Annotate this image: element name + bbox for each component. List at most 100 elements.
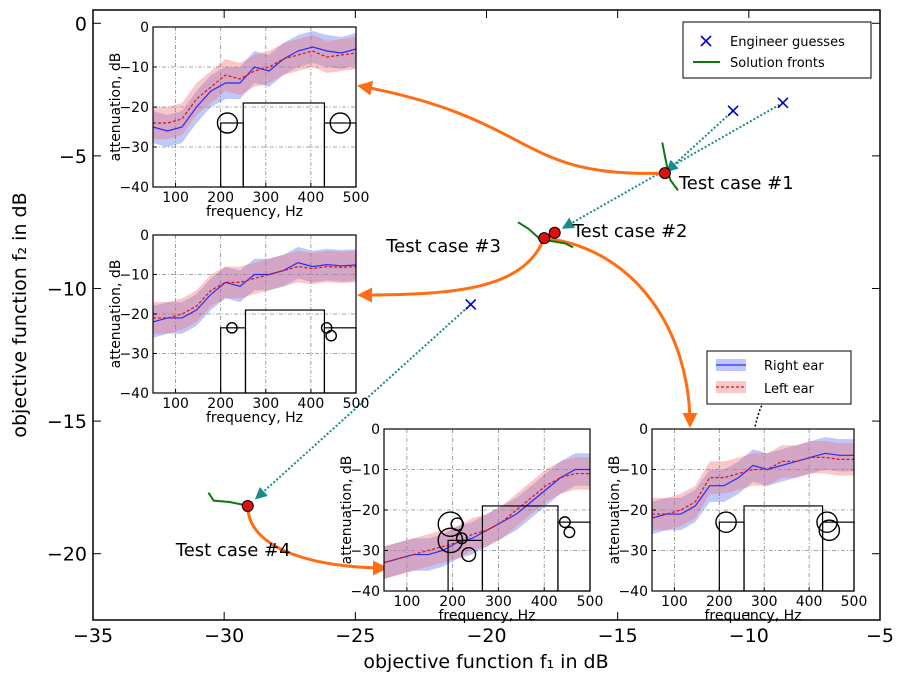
inset-circle xyxy=(563,526,576,539)
inset-x-tick-label: 500 xyxy=(343,396,370,412)
test-case-point xyxy=(658,167,671,180)
inset-y-tick-label: −10 xyxy=(350,463,380,479)
inset-y-tick-label: −30 xyxy=(618,544,648,560)
right-ear-band xyxy=(652,437,854,535)
left-ear-line xyxy=(153,265,357,319)
inset-y-axis-label: attenuation, dB xyxy=(108,53,124,162)
x-axis-label: objective function f₁ in dB xyxy=(363,651,608,673)
arrow-to-inset-1 xyxy=(357,80,665,175)
inset-x-tick-label: 500 xyxy=(343,190,370,206)
inset-x-tick-label: 300 xyxy=(485,594,512,610)
inset-y-tick-label: −40 xyxy=(119,386,149,402)
inset-circle xyxy=(450,517,465,531)
inset-y-tick-label: 0 xyxy=(140,228,149,244)
inset-1: 100 200 300 400 500 0 −10 −20 −30 −40 frequency, H… xyxy=(108,20,369,220)
y-tick-label: −20 xyxy=(47,544,87,566)
solution-front xyxy=(207,492,243,506)
legend-ears: Right ear Left ear xyxy=(706,350,852,405)
test-case-label: Test case #4 xyxy=(175,540,291,561)
engineer-guess-marker xyxy=(777,97,789,109)
inset-x-tick-label: 400 xyxy=(796,594,823,610)
inset-x-tick-label: 100 xyxy=(162,396,189,412)
left-ear-band xyxy=(153,250,356,334)
legend-x-stroke xyxy=(700,35,712,47)
left-ear-line xyxy=(383,472,590,564)
arrow-to-inset-4 xyxy=(246,505,388,576)
inset-circle xyxy=(715,511,737,533)
inset-x-tick-label: 200 xyxy=(439,594,466,610)
inset-2: 100 200 300 400 500 0 −10 −20 −30 −40 frequency, H… xyxy=(108,228,369,426)
inset-y-tick-label: −40 xyxy=(618,584,648,600)
test-case-point xyxy=(538,232,551,245)
y-tick-label: −10 xyxy=(47,278,87,300)
inset-y-tick-label: −10 xyxy=(119,60,149,76)
y-tick-label: −5 xyxy=(59,146,87,168)
legend-guess-marker xyxy=(700,35,712,47)
insets: 100 200 300 400 500 0 −10 −20 −30 −40 frequency, H… xyxy=(108,20,867,624)
engineer-guess-marker xyxy=(465,298,477,310)
inset-x-tick-label: 400 xyxy=(531,594,558,610)
inset-y-tick-label: −20 xyxy=(119,100,149,116)
inset-x-tick-label: 300 xyxy=(751,594,778,610)
legend-entry-left-ear: Left ear xyxy=(764,382,815,397)
x-tick-label: −35 xyxy=(73,625,113,647)
test-case-point xyxy=(241,499,254,512)
inset-3: 100 200 300 400 500 0 −10 −20 −30 −40 frequency, H… xyxy=(339,422,603,624)
inset-x-axis-label: frequency, Hz xyxy=(206,204,303,220)
inset-circle xyxy=(226,321,238,334)
inset-x-tick-label: 500 xyxy=(841,594,868,610)
inset-y-tick-label: −30 xyxy=(119,140,149,156)
y-axis-label: objective function f₂ in dB xyxy=(9,192,31,437)
test-case-point xyxy=(548,226,561,239)
legend-ears-frame xyxy=(706,350,852,405)
inset-y-axis-label: attenuation, dB xyxy=(607,456,623,565)
x-tick-label: −5 xyxy=(866,625,894,647)
main-ticks: −35 −30 −25 −20 −15 −10 −5 0 −5 −10 −15 −20 xyxy=(47,10,894,647)
inset-x-tick-label: 400 xyxy=(298,396,325,412)
inset-x-tick-label: 100 xyxy=(661,594,688,610)
inset-x-tick-label: 200 xyxy=(706,594,733,610)
right-ear-line xyxy=(152,262,357,323)
test-case-label: Test case #1 xyxy=(678,173,794,194)
legend-top-frame xyxy=(682,21,872,79)
inset-circle xyxy=(437,527,464,554)
right-ear-band xyxy=(153,246,356,338)
right-ear-line xyxy=(152,46,357,132)
inset-circle xyxy=(558,516,571,529)
left-ear-band xyxy=(652,441,854,531)
x-tick-label: −10 xyxy=(729,625,769,647)
right-ear-line xyxy=(651,452,854,519)
inset-x-tick-label: 300 xyxy=(252,396,279,412)
inset-circle xyxy=(216,112,239,134)
inset-4: 100 200 300 400 500 0 −10 −20 −30 −40 frequency, H… xyxy=(607,422,867,624)
inset-circle xyxy=(461,546,477,563)
inset-y-tick-label: −10 xyxy=(119,268,149,284)
inset-y-tick-label: −10 xyxy=(618,463,648,479)
inset-circle xyxy=(816,511,838,533)
inset-x-tick-label: 100 xyxy=(394,594,421,610)
inset-x-tick-label: 300 xyxy=(252,190,279,206)
left-ear-line xyxy=(153,50,357,124)
inset-y-axis-label: attenuation, dB xyxy=(108,260,124,369)
x-tick-label: −20 xyxy=(466,625,506,647)
y-tick-label: −15 xyxy=(47,411,87,433)
x-tick-label: −15 xyxy=(598,625,638,647)
inset-y-tick-label: −40 xyxy=(350,584,380,600)
guess-x-stroke xyxy=(465,298,477,310)
engineer-guess-marker xyxy=(727,105,739,117)
right-ear-band xyxy=(384,453,590,579)
legend-top: Engineer guesses Solution fronts xyxy=(682,21,872,79)
inset-x-tick-label: 200 xyxy=(207,190,234,206)
legend-entry-guesses: Engineer guesses xyxy=(730,35,845,50)
x-tick-label: −25 xyxy=(335,625,375,647)
inset-x-tick-label: 100 xyxy=(162,190,189,206)
inset-x-tick-label: 400 xyxy=(298,190,325,206)
inset-x-tick-label: 500 xyxy=(577,594,604,610)
inset-circle xyxy=(329,112,351,134)
inset-y-axis-label: attenuation, dB xyxy=(339,456,355,565)
arrow-to-inset-2 xyxy=(544,236,698,428)
guess-x-stroke xyxy=(727,105,739,117)
marks: Test case #1 Test case #2 Test case #3 Test… xyxy=(175,97,794,561)
test-case-label: Test case #3 xyxy=(385,236,501,257)
